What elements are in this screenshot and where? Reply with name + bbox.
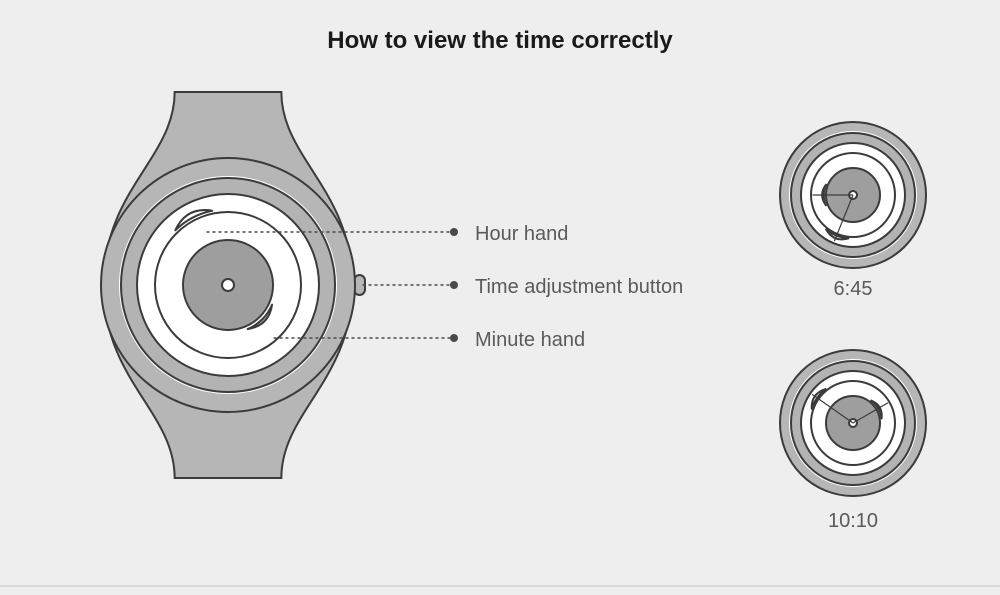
- divider: [0, 585, 1000, 587]
- example-1010-dial: [774, 344, 932, 502]
- label-time-button: Time adjustment button: [475, 276, 683, 299]
- label-minute-hand-text: Minute hand: [475, 329, 585, 351]
- label-time-button-text: Time adjustment button: [475, 276, 683, 298]
- diagram-canvas: How to view the time correctly Hour hand…: [0, 0, 1000, 595]
- example-645-caption-text: 6:45: [834, 278, 873, 300]
- example-1010-caption: 10:10: [793, 510, 913, 533]
- example-645-dial: [774, 116, 932, 274]
- example-645-caption: 6:45: [793, 278, 913, 301]
- label-minute-hand: Minute hand: [475, 329, 585, 352]
- label-hour-hand-text: Hour hand: [475, 223, 568, 245]
- label-hour-hand: Hour hand: [475, 223, 568, 246]
- example-1010-caption-text: 10:10: [828, 510, 878, 532]
